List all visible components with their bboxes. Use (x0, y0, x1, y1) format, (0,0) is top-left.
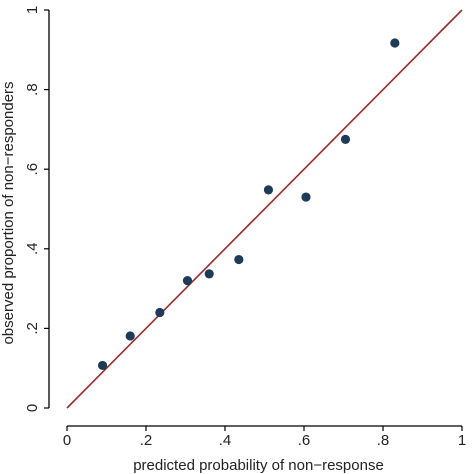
x-tick-label: 0 (63, 432, 71, 449)
y-tick-label: .2 (24, 322, 41, 335)
x-tick-label: .2 (140, 432, 153, 449)
data-point (301, 192, 311, 202)
reference-line-group (66, 9, 463, 409)
points-group (97, 38, 400, 371)
y-axis-title: observed proportion of non−responders (0, 81, 17, 344)
data-point (204, 269, 214, 279)
y-tick-label: .8 (24, 83, 41, 96)
data-point (390, 38, 400, 48)
data-point (97, 360, 108, 371)
x-tick-label: .8 (377, 432, 390, 449)
data-point (182, 276, 193, 286)
x-tick-label: .6 (298, 432, 311, 449)
data-point (125, 331, 135, 341)
y-tick-label: .4 (24, 243, 41, 256)
x-tick-label: .4 (219, 432, 232, 449)
data-point (340, 134, 351, 144)
y-tick-label: .6 (24, 163, 41, 176)
data-point (234, 254, 244, 265)
y-tick-label: 1 (24, 6, 41, 14)
reference-line (66, 9, 463, 409)
x-axis-title: predicted probability of non−response (133, 457, 384, 474)
data-point (263, 185, 274, 195)
y-tick-label: 0 (24, 404, 41, 412)
axes: 0 .2 .4 .6 .8 1 0 .2 .4 .6 .8 1 (24, 6, 466, 449)
x-tick-label: 1 (458, 432, 466, 449)
data-point (155, 307, 165, 318)
